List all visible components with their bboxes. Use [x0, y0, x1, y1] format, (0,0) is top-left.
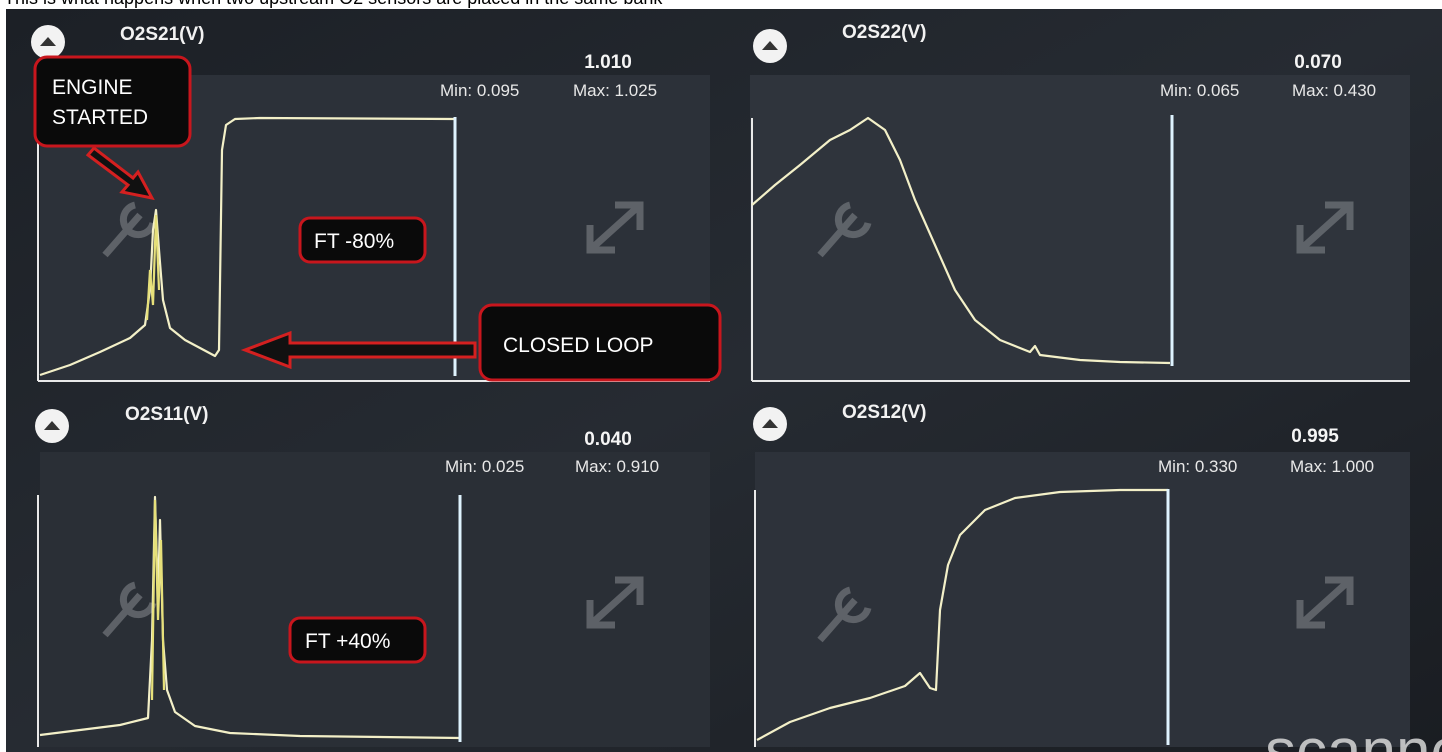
- panel-labels: O2S21(V) 1.010 Min: 0.095 Max: 1.025 O2S…: [120, 22, 1376, 476]
- min-value: Min: 0.095: [440, 81, 519, 100]
- sensor-trace: [39, 495, 461, 740]
- caption: This is what happens when two upstream O…: [4, 0, 663, 8]
- max-value: Max: 0.430: [1292, 81, 1376, 100]
- max-value: Max: 1.025: [573, 81, 657, 100]
- current-value: 1.010: [584, 52, 632, 73]
- sensor-trace: [756, 488, 1168, 741]
- annotation-closed-loop: CLOSED LOOP: [240, 303, 722, 382]
- panel-icons: [31, 25, 787, 443]
- min-value: Min: 0.065: [1160, 81, 1239, 100]
- sensor-trace: [39, 116, 456, 377]
- annotation-ft-bottom: FT +40%: [288, 616, 427, 664]
- min-value: Min: 0.025: [445, 457, 524, 476]
- max-value: Max: 1.000: [1290, 457, 1374, 476]
- annotation-ft-top: FT -80%: [298, 216, 427, 264]
- current-value: 0.995: [1291, 426, 1339, 447]
- sensor-trace-spike: [150, 499, 166, 701]
- sensor-trace: [751, 116, 1171, 365]
- graph-area: [750, 75, 1410, 380]
- panel-title: O2S21(V): [120, 24, 204, 45]
- cursor-lines: [453, 115, 1174, 745]
- annotation-engine-started: ENGINE STARTED: [33, 55, 192, 201]
- watermark: scanne: [1265, 717, 1442, 752]
- annotation-text: CLOSED LOOP: [503, 334, 654, 357]
- panel-title: O2S12(V): [842, 402, 926, 423]
- sensor-trace-spike: [145, 214, 161, 321]
- panel-title: O2S22(V): [842, 22, 926, 43]
- current-value: 0.070: [1294, 52, 1342, 73]
- current-value: 0.040: [584, 429, 632, 450]
- graph-area: [755, 452, 1410, 747]
- max-value: Max: 0.910: [575, 457, 659, 476]
- background-icons: [102, 201, 1354, 643]
- panel-title: O2S11(V): [125, 404, 208, 425]
- min-value: Min: 0.330: [1158, 457, 1237, 476]
- annotation-text: FT +40%: [305, 630, 390, 653]
- annotation-text: ENGINE: [52, 76, 133, 99]
- annotation-text: FT -80%: [314, 230, 394, 253]
- annotation-text: STARTED: [52, 106, 148, 129]
